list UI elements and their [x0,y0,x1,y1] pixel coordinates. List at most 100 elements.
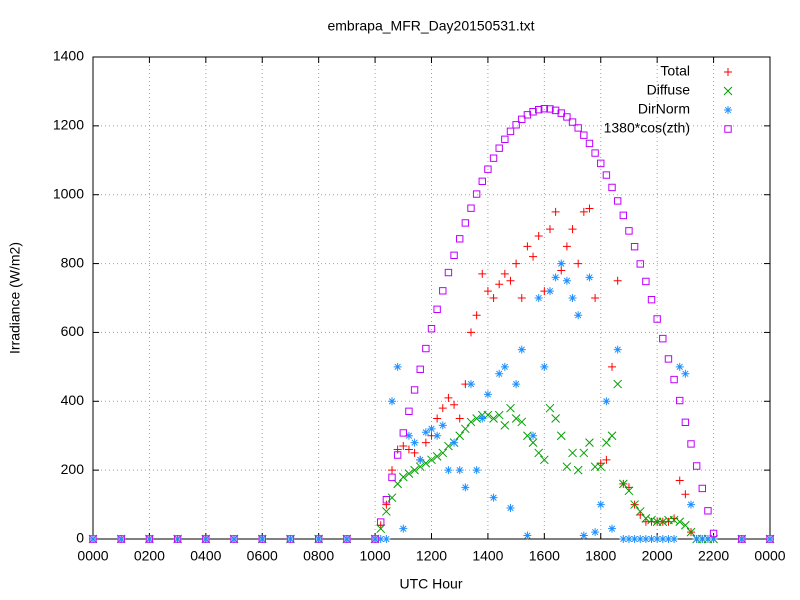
x-tick-label: 0800 [303,548,334,564]
point [456,235,464,243]
point [393,362,402,371]
point [512,259,521,268]
point [444,393,453,402]
y-tick-label: 1400 [53,48,84,64]
point [551,414,560,423]
point [653,535,662,543]
point [512,380,521,389]
point [556,431,566,441]
point [557,259,566,268]
point [517,417,527,427]
point [523,431,532,441]
point [230,535,238,543]
point [517,345,526,354]
point [382,496,391,504]
point [545,287,554,296]
point [388,397,397,406]
point [686,527,696,537]
point [145,535,154,543]
point [630,243,639,251]
point [145,535,154,543]
point [495,369,504,378]
point [658,517,668,527]
point [433,414,442,423]
point [529,431,538,440]
point [698,484,706,493]
point [647,535,656,543]
point [557,109,565,117]
point [675,517,685,527]
x-tick-label: 2200 [698,548,729,564]
point [483,410,493,420]
point [495,144,503,152]
point [664,355,673,363]
point [489,294,498,302]
point [517,294,526,302]
x-tick-label: 2000 [642,548,673,564]
point [670,375,678,384]
legend-marker [724,106,732,114]
point [557,266,566,275]
point [607,431,617,441]
point [201,535,210,543]
point [568,225,577,234]
point [483,287,492,296]
point [421,428,430,437]
point [427,424,436,433]
point [602,397,611,406]
point [664,517,673,526]
point [173,535,182,543]
point [450,400,459,409]
legend-label: DirNorm [638,101,690,117]
point [410,438,419,447]
point [709,529,718,538]
point [432,452,442,461]
point [455,431,465,441]
point [574,124,582,132]
point [574,259,583,268]
point [608,183,616,192]
point [399,429,407,437]
x-tick-label: 1800 [585,548,616,564]
point [461,219,470,227]
point [642,277,650,286]
point [478,177,486,185]
point [625,227,633,235]
point [579,207,588,216]
point [551,207,560,216]
point [618,479,628,489]
point [467,204,475,212]
point [641,535,650,543]
point [658,535,667,543]
point [613,197,622,205]
point [681,520,690,530]
point [89,535,97,543]
point [483,390,492,399]
point [89,535,97,543]
point [709,535,718,543]
point [466,417,476,427]
x-tick-label: 1000 [360,548,391,564]
point [512,121,520,129]
point [415,462,425,472]
y-tick-label: 1200 [53,117,84,133]
point [382,507,391,516]
point [659,334,667,343]
point [523,531,532,540]
point [399,442,408,451]
point [371,535,380,543]
point [675,476,684,485]
point [202,535,210,543]
point [489,493,498,502]
point [568,294,577,302]
point [416,365,424,373]
point [675,362,684,371]
point [495,280,504,289]
point [466,328,475,337]
point [410,465,419,475]
point [562,242,571,251]
point [393,451,402,459]
x-tick-label: 1200 [416,548,447,564]
point [484,165,492,173]
point [500,362,509,371]
